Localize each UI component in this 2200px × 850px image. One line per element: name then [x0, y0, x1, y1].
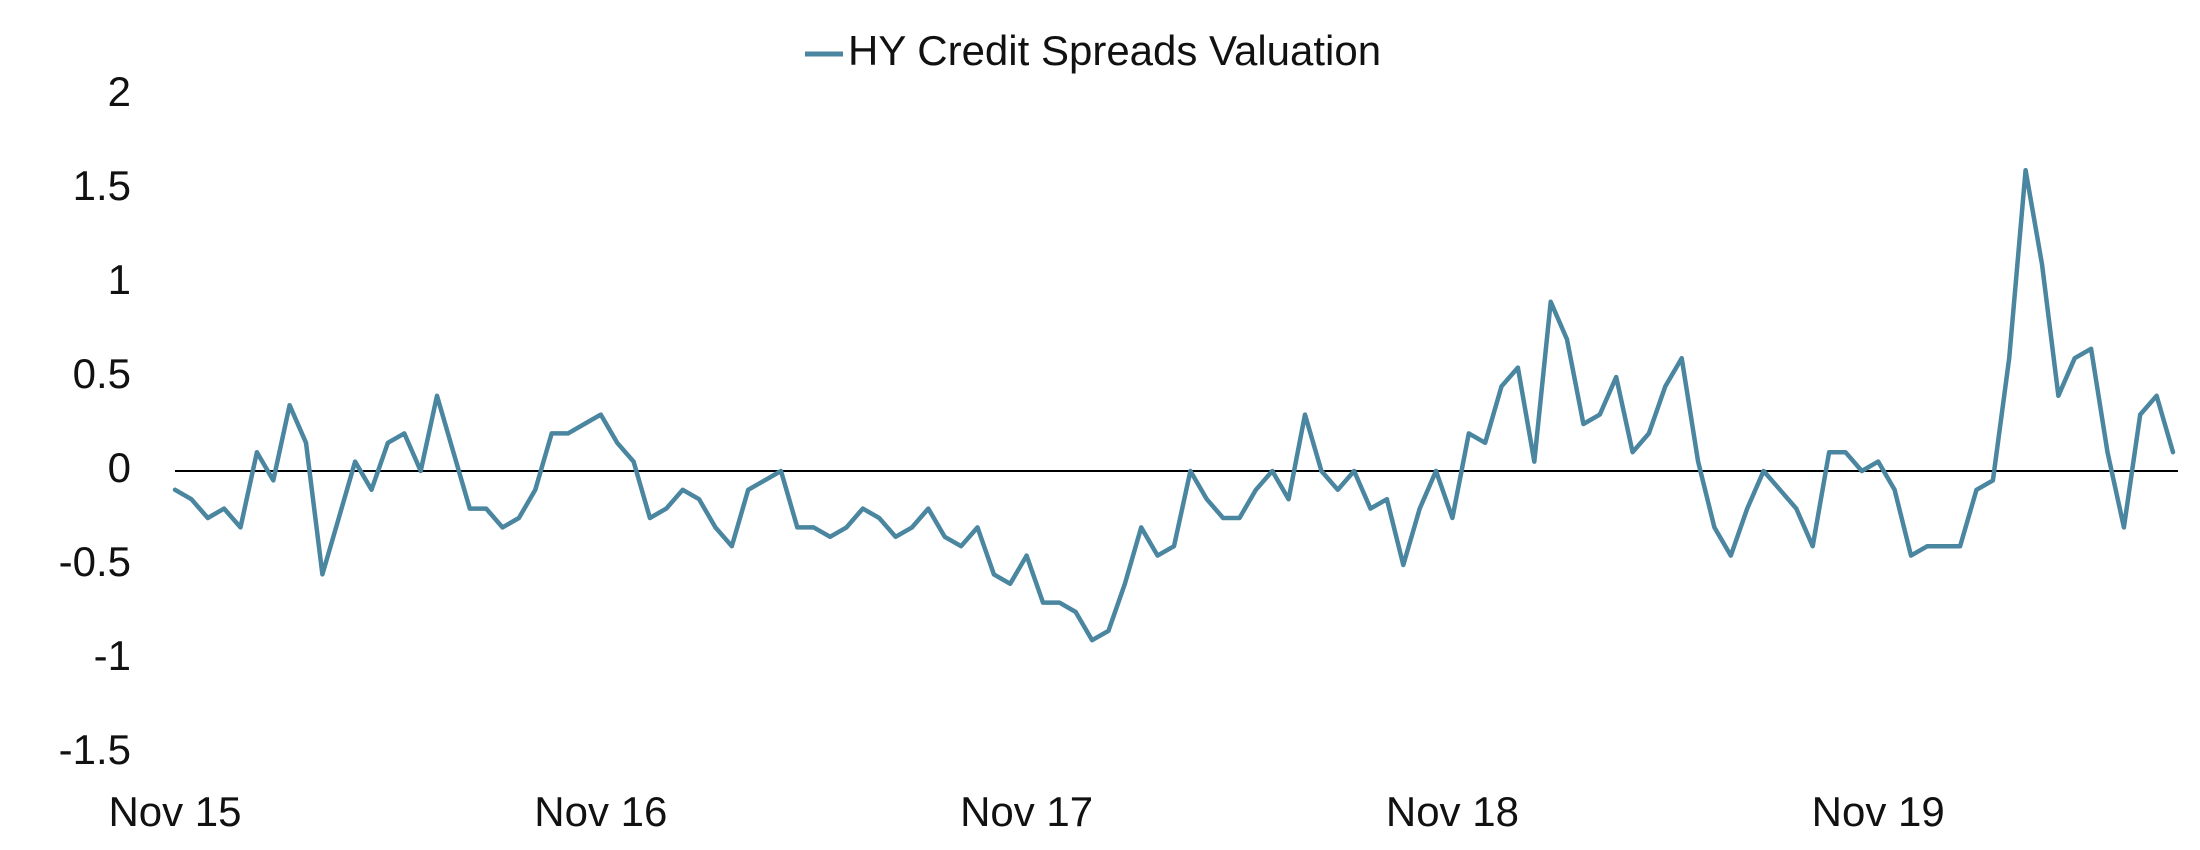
y-tick-label: 0: [108, 444, 131, 491]
x-tick-label: Nov 19: [1812, 788, 1945, 835]
y-tick-label: 1.5: [73, 162, 131, 209]
x-tick-label: Nov 18: [1386, 788, 1519, 835]
y-tick-label: -1.5: [59, 726, 131, 773]
y-tick-label: -0.5: [59, 538, 131, 585]
x-tick-label: Nov 15: [108, 788, 241, 835]
y-tick-label: 2: [108, 68, 131, 115]
x-tick-label: Nov 16: [534, 788, 667, 835]
x-tick-label: Nov 17: [960, 788, 1093, 835]
line-series: [172, 167, 2176, 643]
y-tick-label: 1: [108, 256, 131, 303]
y-tick-label: -1: [94, 632, 131, 679]
y-tick-label: 0.5: [73, 350, 131, 397]
legend-label: HY Credit Spreads Valuation: [848, 27, 1381, 74]
